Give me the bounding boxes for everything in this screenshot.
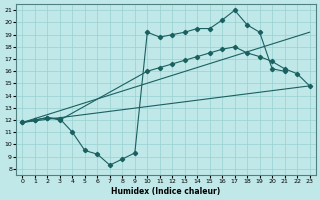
X-axis label: Humidex (Indice chaleur): Humidex (Indice chaleur) — [111, 187, 221, 196]
